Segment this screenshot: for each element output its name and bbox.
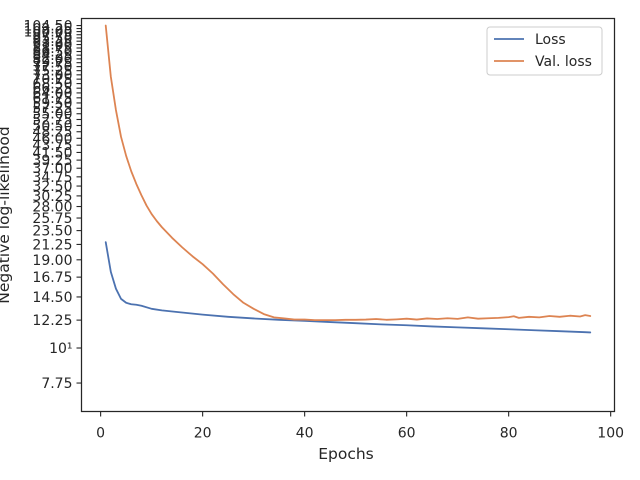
y-tick-label: 73.00 xyxy=(32,68,72,84)
y-tick-label: 59.50 xyxy=(32,96,72,112)
plot-frame xyxy=(80,17,616,413)
x-tick-label: 100 xyxy=(597,426,624,442)
x-tick-label: 20 xyxy=(194,426,212,442)
x-tick-label: 80 xyxy=(500,426,518,442)
y-tick-label: 93.25 xyxy=(32,34,72,50)
y-tick-label: 102.25 xyxy=(24,22,73,38)
y-tick-label: 88.75 xyxy=(32,41,72,57)
plot-series xyxy=(104,24,592,334)
series-line-val-loss xyxy=(104,24,592,322)
y-tick-label: 25.75 xyxy=(32,211,72,227)
y-tick-label: 50.50 xyxy=(32,118,72,134)
y-tick-label: 28.00 xyxy=(32,200,72,216)
y-tick-label: 86.50 xyxy=(32,45,72,61)
y-tick-label: 64.00 xyxy=(32,86,72,102)
y-tick-label: 10¹ xyxy=(49,341,72,357)
y-tick-label: 41.50 xyxy=(32,145,72,161)
y-tick-label: 16.75 xyxy=(32,270,72,286)
y-tick-label: 52.75 xyxy=(32,112,72,128)
y-tick-label: 104.50 xyxy=(24,19,73,35)
y-tick-label: 7.75 xyxy=(41,376,72,392)
x-tick-label: 0 xyxy=(96,426,105,442)
y-tick-label: 68.50 xyxy=(32,77,72,93)
y-tick-label: 91.00 xyxy=(32,38,72,54)
x-tick-label: 40 xyxy=(296,426,314,442)
x-axis-label: Epochs xyxy=(318,445,374,463)
y-tick-label: 79.75 xyxy=(32,56,72,72)
y-tick-label: 46.00 xyxy=(32,131,72,147)
legend: Loss Val. loss xyxy=(486,26,603,76)
series-line-loss xyxy=(104,241,592,334)
y-tick-label: 55.00 xyxy=(32,107,72,123)
y-tick-label: 95.50 xyxy=(32,31,72,47)
y-tick-label: 57.25 xyxy=(32,101,72,117)
y-tick-label: 84.25 xyxy=(32,48,72,64)
y-tick-label: 12.25 xyxy=(32,313,72,329)
y-tick-label: 75.25 xyxy=(32,64,72,80)
y-tick-label: 30.25 xyxy=(32,189,72,205)
y-tick-label: 100.00 xyxy=(24,25,73,41)
y-tick-label: 21.25 xyxy=(32,237,72,253)
y-tick-label: 43.75 xyxy=(32,138,72,154)
y-tick-label: 37.00 xyxy=(32,161,72,177)
legend-label-val-loss: Val. loss xyxy=(535,54,592,70)
y-tick-label: 70.75 xyxy=(32,72,72,88)
y-tick-label: 61.75 xyxy=(32,91,72,107)
x-axis-ticks: 0 20 40 60 80 100 xyxy=(96,411,624,442)
y-tick-label: 97.75 xyxy=(32,28,72,44)
legend-label-loss: Loss xyxy=(535,32,566,48)
y-tick-label: 14.50 xyxy=(32,290,72,306)
y-tick-label: 23.50 xyxy=(32,224,72,240)
y-axis-label: Negative log-likelihood xyxy=(0,126,13,304)
y-tick-label: 34.75 xyxy=(32,170,72,186)
y-tick-label: 39.25 xyxy=(32,153,72,169)
y-tick-label: 77.50 xyxy=(32,60,72,76)
y-axis-ticks: 7.75 10¹ 12.25 14.50 16.7519.0021.2523.5025.… xyxy=(24,19,82,392)
y-tick-label: 82.00 xyxy=(32,52,72,68)
y-tick-label: 48.25 xyxy=(32,125,72,141)
y-tick-label: 19.00 xyxy=(32,253,72,269)
y-tick-label: 66.25 xyxy=(32,81,72,97)
y-tick-label: 32.50 xyxy=(32,179,72,195)
x-tick-label: 60 xyxy=(398,426,416,442)
